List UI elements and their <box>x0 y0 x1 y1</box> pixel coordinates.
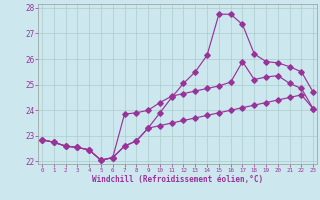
X-axis label: Windchill (Refroidissement éolien,°C): Windchill (Refroidissement éolien,°C) <box>92 175 263 184</box>
